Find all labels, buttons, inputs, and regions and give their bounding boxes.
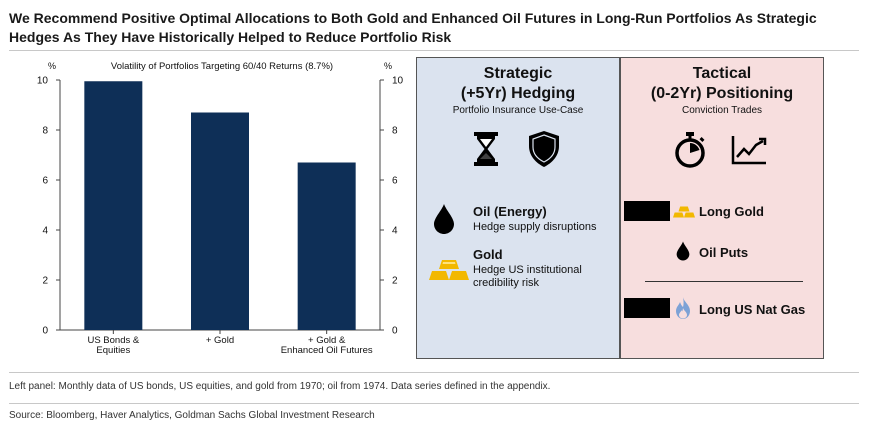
- y-tick-label-right: 0: [392, 326, 398, 337]
- x-tick-label: + Gold: [206, 335, 234, 346]
- oil-drop-icon: [434, 204, 454, 234]
- bar: [297, 162, 356, 330]
- bar: [84, 81, 143, 330]
- stopwatch-icon: [675, 132, 705, 168]
- y-tick-label-left: 2: [42, 276, 48, 287]
- y-unit-right: %: [384, 61, 392, 71]
- y-tick-label-left: 6: [42, 176, 48, 187]
- gold-desc-line2: credibility risk: [473, 277, 540, 289]
- oil-drop-icon: [676, 241, 690, 261]
- strategic-subtitle: Portfolio Insurance Use-Case: [452, 105, 584, 116]
- page-title: We Recommend Positive Optimal Allocation…: [9, 10, 817, 45]
- gold-desc-line1: Hedge US institutional: [473, 264, 582, 276]
- bar: [191, 112, 249, 330]
- y-tick-label-left: 4: [42, 226, 48, 237]
- source-divider: [9, 403, 859, 404]
- redacted-block: [624, 201, 670, 221]
- gold-title: Gold: [473, 247, 503, 262]
- y-tick-label-right: 10: [392, 76, 404, 87]
- footnote: Left panel: Monthly data of US bonds, US…: [9, 381, 551, 392]
- footnote-divider: [9, 372, 859, 373]
- y-tick-label-left: 0: [42, 326, 48, 337]
- strategic-heading-line1: Strategic: [483, 65, 553, 82]
- flame-icon: [676, 297, 690, 319]
- y-unit-left: %: [48, 61, 56, 71]
- oil-puts-label: Oil Puts: [699, 245, 749, 260]
- y-tick-label-left: 8: [42, 126, 48, 137]
- tactical-subtitle: Conviction Trades: [681, 105, 763, 116]
- source-note: Source: Bloomberg, Haver Analytics, Gold…: [9, 410, 375, 421]
- y-tick-label-right: 8: [392, 126, 398, 137]
- chart-title: Volatility of Portfolios Targeting 60/40…: [111, 61, 333, 72]
- long-us-nat-gas-label: Long US Nat Gas: [699, 302, 806, 317]
- volatility-bar-chart: % % Volatility of Portfolios Targeting 60/…: [37, 61, 404, 356]
- tactical-positioning-panel: Tactical (0-2Yr) Positioning Conviction …: [620, 57, 824, 359]
- y-tick-label-right: 6: [392, 176, 398, 187]
- y-tick-label-left: 10: [37, 76, 49, 87]
- gold-bars-icon: [429, 260, 469, 280]
- long-gold-label: Long Gold: [699, 204, 764, 219]
- x-tick-label: US Bonds &: [87, 335, 139, 346]
- y-tick-label-right: 4: [392, 226, 398, 237]
- tactical-heading-line1: Tactical: [692, 65, 752, 82]
- y-tick-label-right: 2: [392, 276, 398, 287]
- oil-energy-title: Oil (Energy): [473, 204, 547, 219]
- x-tick-label: + Gold &: [308, 335, 346, 346]
- hourglass-icon: [474, 132, 498, 166]
- x-tick-label: Equities: [96, 345, 130, 356]
- tactical-heading-line2: (0-2Yr) Positioning: [650, 85, 794, 102]
- oil-energy-desc: Hedge supply disruptions: [473, 221, 597, 233]
- x-tick-label: Enhanced Oil Futures: [281, 345, 373, 356]
- title-divider: [9, 50, 859, 51]
- shield-icon: [529, 131, 559, 167]
- strategic-heading-line2: (+5Yr) Hedging: [460, 85, 576, 102]
- tactical-divider: [645, 281, 803, 282]
- redacted-block: [624, 298, 670, 318]
- line-chart-icon: [731, 136, 767, 165]
- strategic-hedging-panel: Strategic (+5Yr) Hedging Portfolio Insur…: [416, 57, 620, 359]
- gold-bars-icon: [673, 206, 695, 218]
